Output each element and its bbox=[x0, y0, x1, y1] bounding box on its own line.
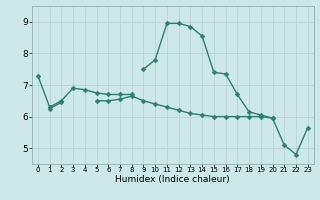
X-axis label: Humidex (Indice chaleur): Humidex (Indice chaleur) bbox=[116, 175, 230, 184]
